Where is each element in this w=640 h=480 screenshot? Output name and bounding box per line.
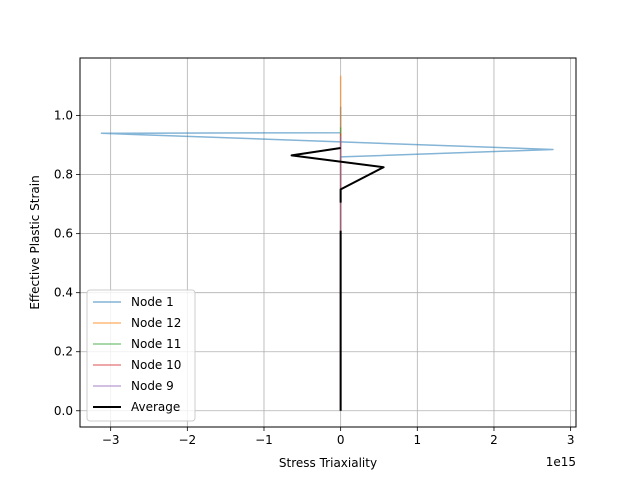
y-tick-label: 0.4 xyxy=(54,286,73,300)
y-axis-ticks: 0.0 0.2 0.4 0.6 0.8 1.0 xyxy=(54,109,80,418)
x-tick-label: 1 xyxy=(413,433,421,447)
x-axis-ticks: −3 −2 −1 0 1 2 3 xyxy=(102,427,575,447)
x-tick-label: 0 xyxy=(337,433,345,447)
legend-label: Node 9 xyxy=(131,379,174,393)
y-tick-label: 0.6 xyxy=(54,227,73,241)
y-axis-label: Effective Plastic Strain xyxy=(28,175,42,309)
series-line-average xyxy=(290,147,385,411)
x-tick-label: 3 xyxy=(567,433,575,447)
legend: Node 1 Node 12 Node 11 Node 10 Node 9 Average xyxy=(86,289,196,422)
y-tick-label: 0.0 xyxy=(54,404,73,418)
legend-label: Node 1 xyxy=(131,295,174,309)
legend-label: Node 10 xyxy=(131,358,181,372)
plot-frame xyxy=(79,57,577,428)
legend-label: Average xyxy=(131,400,180,414)
y-tick-label: 1.0 xyxy=(54,109,73,123)
y-tick-label: 0.8 xyxy=(54,168,73,182)
x-tick-label: −1 xyxy=(255,433,273,447)
x-tick-label: −2 xyxy=(178,433,196,447)
legend-label: Node 12 xyxy=(131,316,181,330)
x-tick-label: −3 xyxy=(102,433,120,447)
plot-lines xyxy=(100,75,554,411)
x-axis-label: Stress Triaxiality xyxy=(279,456,377,470)
legend-label: Node 11 xyxy=(131,337,181,351)
y-tick-label: 0.2 xyxy=(54,345,73,359)
x-offset-label: 1e15 xyxy=(546,455,576,469)
x-tick-label: 2 xyxy=(490,433,498,447)
